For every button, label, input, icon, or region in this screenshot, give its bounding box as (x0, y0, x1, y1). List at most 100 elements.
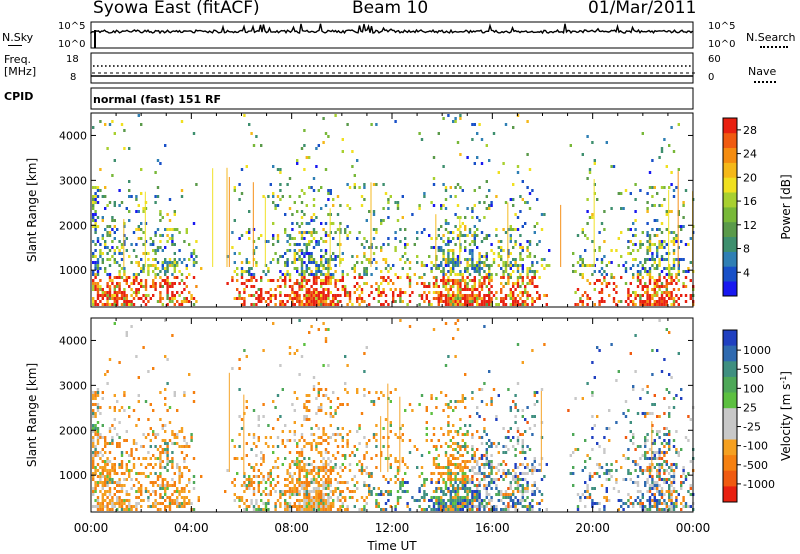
range-gate-cell (303, 303, 306, 306)
range-gate-cell (324, 267, 328, 270)
range-gate-cell (454, 508, 457, 511)
range-gate-cell (444, 484, 448, 487)
range-gate-cell (315, 442, 318, 445)
range-gate-cell (252, 294, 256, 297)
range-gate-cell (260, 279, 263, 282)
range-gate-cell (171, 285, 174, 288)
range-gate-cell (303, 343, 306, 346)
range-gate-cell (315, 478, 318, 481)
range-gate-cell (512, 445, 515, 448)
range-gate-cell (101, 397, 104, 400)
range-gate-cell (315, 294, 318, 297)
range-gate-cell (303, 469, 306, 472)
range-gate-cell (132, 484, 136, 487)
range-gate-cell (632, 442, 635, 445)
range-gate-cell (144, 487, 148, 490)
range-gate-cell (315, 276, 318, 279)
range-gate-cell (375, 454, 378, 457)
range-gate-cell (473, 231, 476, 234)
range-gate-cell (185, 267, 188, 270)
range-gate-cell (327, 475, 330, 478)
range-gate-cell (572, 451, 575, 454)
range-gate-cell (456, 216, 460, 219)
range-gate-cell (166, 297, 169, 300)
range-gate-cell (118, 276, 121, 279)
range-gate-cell (159, 418, 162, 421)
range-gate-cell (634, 469, 637, 472)
range-gate-cell (164, 228, 167, 231)
range-gate-cell (113, 322, 116, 325)
range-gate-cell (147, 463, 150, 466)
range-gate-cell (250, 132, 253, 135)
range-gate-cell (142, 457, 145, 460)
range-gate-cell (125, 276, 128, 279)
range-gate-cell (502, 472, 505, 475)
range-gate-cell (636, 475, 640, 478)
range-gate-cell (135, 276, 138, 279)
range-gate-cell (317, 270, 320, 273)
range-gate-cell (123, 279, 126, 282)
range-gate-cell (442, 117, 445, 120)
range-gate-cell (452, 252, 455, 255)
range-gate-cell (166, 228, 169, 231)
range-gate-cell (94, 219, 97, 222)
range-gate-cell (629, 496, 632, 499)
range-gate-cell (245, 478, 248, 481)
range-gate-cell (672, 189, 676, 192)
range-gate-cell (356, 282, 359, 285)
range-gate-cell (605, 499, 608, 502)
range-gate-cell (108, 279, 112, 282)
range-gate-cell (665, 294, 668, 297)
range-gate-cell (168, 439, 172, 442)
range-gate-cell (176, 264, 179, 267)
range-gate-streak (560, 204, 562, 267)
range-gate-cell (329, 279, 332, 282)
range-gate-cell (646, 481, 649, 484)
range-gate-cell (173, 294, 176, 297)
range-gate-cell (161, 249, 164, 252)
range-gate-cell (312, 385, 316, 388)
range-gate-cell (632, 222, 635, 225)
range-gate-cell (478, 273, 481, 276)
range-gate-cell (531, 303, 534, 306)
range-gate-cell (684, 270, 688, 273)
range-gate-cell (327, 282, 330, 285)
range-gate-cell (106, 469, 109, 472)
range-gate-cell (320, 291, 323, 294)
range-gate-cell (106, 490, 109, 493)
range-gate-cell (298, 502, 301, 505)
range-gate-cell (478, 469, 481, 472)
range-gate-cell (651, 159, 654, 162)
range-gate-cell (94, 198, 97, 201)
range-gate-cell (288, 496, 292, 499)
range-gate-cell (663, 358, 666, 361)
range-gate-cell (497, 469, 500, 472)
range-gate-cell (159, 210, 162, 213)
range-gate-cell (106, 484, 109, 487)
range-gate-cell (245, 487, 248, 490)
range-gate-cell (440, 291, 443, 294)
range-gate-cell (468, 294, 472, 297)
range-gate-cell (281, 490, 284, 493)
range-gate-cell (183, 496, 186, 499)
range-gate-cell (471, 264, 474, 267)
range-gate-cell (108, 490, 112, 493)
range-gate-cell (672, 505, 676, 508)
range-gate-cell (164, 261, 167, 264)
range-gate-cell (310, 255, 313, 258)
range-gate-cell (615, 291, 618, 294)
range-gate-cell (94, 276, 97, 279)
range-gate-cell (476, 412, 479, 415)
range-gate-cell (135, 355, 138, 358)
range-gate-cell (303, 484, 306, 487)
range-gate-cell (384, 508, 388, 511)
range-gate-cell (180, 303, 184, 306)
range-gate-cell (646, 258, 649, 261)
range-gate-cell (125, 451, 128, 454)
range-gate-cell (101, 475, 104, 478)
range-gate-cell (610, 249, 613, 252)
range-gate-cell (111, 297, 114, 300)
range-gate-cell (653, 466, 656, 469)
range-gate-cell (461, 481, 464, 484)
range-gate-cell (588, 478, 592, 481)
